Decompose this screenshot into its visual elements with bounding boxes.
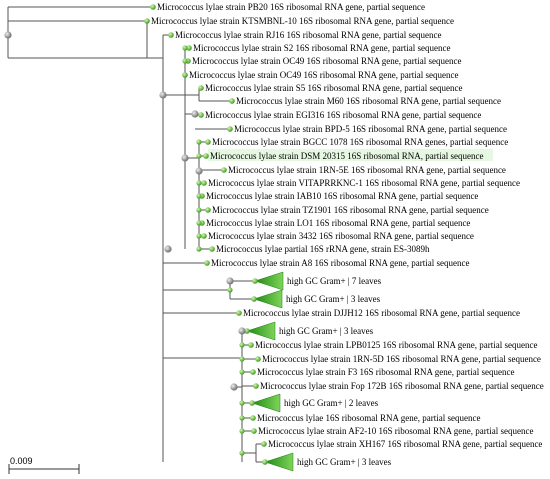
leaf-node[interactable]	[253, 383, 259, 389]
support-node[interactable]	[196, 207, 202, 213]
leaf-label[interactable]: Micrococcus lylae strain IAB10 16S ribos…	[206, 191, 478, 201]
internal-node[interactable]	[238, 327, 246, 335]
leaf-label[interactable]: Micrococcus lylae strain PB20 16S riboso…	[157, 2, 425, 12]
internal-node[interactable]	[181, 154, 189, 162]
leaf-label[interactable]: Micrococcus lylae strain TZ1901 16S ribo…	[212, 205, 489, 215]
leaf-node[interactable]	[252, 278, 258, 284]
support-node[interactable]	[196, 139, 202, 145]
leaf-node[interactable]	[255, 356, 261, 362]
support-node[interactable]	[227, 287, 233, 293]
support-node[interactable]	[182, 58, 188, 64]
leaf-node[interactable]	[244, 328, 250, 334]
leaf-node[interactable]	[203, 153, 209, 159]
support-node[interactable]	[239, 369, 245, 375]
leaf-label[interactable]: Micrococcus lylae 16S ribosomal RNA gene…	[257, 413, 480, 423]
leaf-label[interactable]: Micrococcus lylae strain BPD-5 16S ribos…	[234, 124, 507, 134]
leaf-node[interactable]	[205, 207, 211, 213]
leaf-node[interactable]	[236, 310, 242, 316]
leaf-node[interactable]	[250, 369, 256, 375]
support-node[interactable]	[196, 193, 202, 199]
collapsed-clade-label[interactable]: high GC Gram+ | 3 leaves	[286, 294, 381, 304]
leaf-label[interactable]: Micrococcus lylae strain AF2-10 16S ribo…	[258, 426, 533, 436]
leaf-node[interactable]	[201, 233, 207, 239]
leaf-node[interactable]	[250, 415, 256, 421]
leaf-label[interactable]: Micrococcus lylae strain 3432 16S riboso…	[208, 231, 474, 241]
collapsed-clade-label[interactable]: high GC Gram+ | 3 leaves	[297, 457, 392, 467]
leaf-node[interactable]	[248, 342, 254, 348]
leaf-node[interactable]	[227, 126, 233, 132]
highlighted-leaf-row	[208, 149, 493, 161]
collapsed-clade-triangle[interactable]	[264, 452, 294, 472]
leaf-label[interactable]: Micrococcus lylae strain VITAPRRKNC-1 16…	[208, 178, 520, 188]
leaf-node[interactable]	[261, 441, 267, 447]
leaf-node[interactable]	[198, 85, 204, 91]
collapsed-clade-triangle[interactable]	[246, 321, 276, 341]
internal-node[interactable]	[230, 383, 238, 391]
leaf-node[interactable]	[204, 260, 210, 266]
leaf-node[interactable]	[249, 400, 255, 406]
leaf-label[interactable]: Micrococcus lylae strain EGI316 16S ribo…	[205, 110, 481, 120]
support-node[interactable]	[196, 233, 202, 239]
leaf-node[interactable]	[144, 18, 150, 24]
leaf-label[interactable]: Micrococcus lylae strain S2 16S ribosoma…	[193, 43, 450, 53]
leaf-node[interactable]	[186, 45, 192, 51]
support-node[interactable]	[239, 356, 245, 362]
collapsed-clade-label[interactable]: high GC Gram+ | 7 leaves	[287, 276, 382, 286]
leaf-label[interactable]: Micrococcus lylae strain 1RN-5D 16S ribo…	[262, 354, 541, 364]
collapsed-clade-triangle[interactable]	[253, 289, 283, 309]
leaf-node[interactable]	[251, 428, 257, 434]
internal-node[interactable]	[195, 167, 203, 175]
collapsed-clade-triangle[interactable]	[254, 271, 284, 291]
internal-node[interactable]	[191, 110, 199, 118]
leaf-label[interactable]: Micrococcus lylae strain BGCC 1078 16S r…	[212, 137, 508, 147]
leaf-label[interactable]: Micrococcus lylae strain M60 16S ribosom…	[236, 96, 501, 106]
root-node[interactable]	[4, 31, 12, 39]
leaf-label[interactable]: Micrococcus lylae strain KTSMBNL-10 16S …	[151, 16, 454, 26]
support-node[interactable]	[196, 153, 202, 159]
support-node[interactable]	[182, 72, 188, 78]
leaf-node[interactable]	[198, 112, 204, 118]
leaf-node[interactable]	[201, 180, 207, 186]
leaf-label[interactable]: Micrococcus lylae strain OC49 16S riboso…	[189, 70, 458, 80]
leaf-node[interactable]	[251, 296, 257, 302]
leaf-label[interactable]: Micrococcus lylae strain OC49 16S riboso…	[192, 56, 461, 66]
support-node[interactable]	[239, 415, 245, 421]
internal-node[interactable]	[226, 277, 234, 285]
leaf-node[interactable]	[229, 98, 235, 104]
support-node[interactable]	[239, 450, 245, 456]
collapsed-clade-label[interactable]: high GC Gram+ | 3 leaves	[279, 326, 374, 336]
leaf-label[interactable]: Micrococcus lylae strain RJ16 16S riboso…	[175, 30, 441, 40]
leaf-label[interactable]: Micrococcus lylae strain XH167 16S ribos…	[268, 439, 542, 449]
leaf-label[interactable]: Micrococcus lylae strain LPB0125 16S rib…	[255, 340, 537, 350]
collapsed-clade-label[interactable]: high GC Gram+ | 2 leaves	[284, 398, 379, 408]
leaf-node[interactable]	[262, 459, 268, 465]
support-node[interactable]	[196, 180, 202, 186]
leaf-node[interactable]	[168, 32, 174, 38]
support-node[interactable]	[196, 220, 202, 226]
leaf-label[interactable]: Micrococcus lylae strain Fop 172B 16S ri…	[260, 381, 544, 391]
collapsed-clade-triangle[interactable]	[251, 393, 281, 413]
leaf-label[interactable]: Micrococcus lylae strain DSM 20315 16S r…	[210, 151, 483, 161]
leaf-label[interactable]: Micrococcus lylae strain 1RN-5E 16S ribo…	[228, 165, 506, 175]
internal-node[interactable]	[159, 91, 167, 99]
support-node[interactable]	[239, 342, 245, 348]
leaf-node[interactable]	[150, 4, 156, 10]
support-node[interactable]	[239, 400, 245, 406]
leaf-label[interactable]: Micrococcus lylae strain A8 16S ribosoma…	[211, 258, 469, 268]
scale-bar-label: 0.009	[10, 456, 33, 466]
leaf-label[interactable]: Micrococcus lylae partial 16S rRNA gene,…	[216, 244, 430, 254]
leaf-label[interactable]: Micrococcus lylae strain DJJH12 16S ribo…	[243, 308, 520, 318]
leaf-node[interactable]	[209, 246, 215, 252]
internal-node[interactable]	[164, 245, 172, 253]
leaf-label[interactable]: Micrococcus lylae strain F3 16S ribosoma…	[257, 367, 514, 377]
leaf-node[interactable]	[205, 139, 211, 145]
support-node[interactable]	[196, 246, 202, 252]
support-node[interactable]	[182, 45, 188, 51]
leaf-label[interactable]: Micrococcus lylae strain S5 16S ribosoma…	[205, 83, 462, 93]
support-node[interactable]	[239, 428, 245, 434]
leaf-node[interactable]	[221, 167, 227, 173]
leaf-label[interactable]: Micrococcus lylae strain LO1 16S ribosom…	[206, 218, 470, 228]
scale-bar: 0.009	[8, 456, 80, 474]
